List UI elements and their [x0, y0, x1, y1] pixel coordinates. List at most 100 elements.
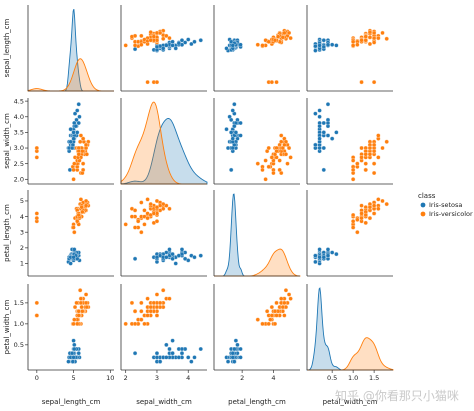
point-iris-versicolor [139, 300, 144, 306]
point-iris-setosa [198, 346, 203, 352]
point-iris-versicolor [285, 161, 290, 166]
point-iris-setosa [186, 37, 191, 42]
point-iris-versicolor [274, 300, 279, 306]
point-iris-versicolor [83, 203, 89, 208]
point-iris-setosa [317, 108, 322, 113]
point-iris-setosa [225, 359, 231, 364]
point-iris-versicolor [136, 219, 141, 224]
point-iris-versicolor [363, 38, 368, 43]
point-iris-versicolor [145, 313, 150, 318]
y-tick-label: 0.5 [14, 341, 24, 349]
point-iris-setosa [154, 44, 160, 50]
panel-petal_width_cm-vs-petal_length_cm: 2 4 petal_length_cm [213, 284, 300, 406]
point-iris-versicolor [355, 230, 360, 235]
point-iris-versicolor [363, 34, 368, 39]
point-iris-versicolor [255, 317, 260, 322]
point-iris-versicolor [268, 317, 273, 322]
y-axis-label-sepal_length_cm: sepal_length_cm [3, 19, 11, 78]
point-iris-versicolor [371, 30, 377, 36]
point-iris-setosa [132, 46, 138, 52]
point-iris-setosa [238, 42, 243, 47]
point-iris-versicolor [359, 38, 364, 43]
point-iris-versicolor [274, 149, 279, 154]
point-iris-setosa [73, 124, 78, 129]
point-iris-setosa [238, 133, 243, 138]
point-iris-setosa [229, 130, 234, 135]
y-axis-label-petal_length_cm: petal_length_cm [3, 204, 11, 262]
panel-petal_width_cm-vs-sepal_width_cm: 2 3 4 sepal_width_cm [120, 284, 207, 406]
point-iris-setosa [69, 351, 75, 356]
point-iris-setosa [325, 120, 331, 126]
point-iris-setosa [77, 114, 82, 119]
point-iris-versicolor [269, 80, 275, 85]
point-iris-versicolor [142, 222, 147, 227]
point-iris-versicolor [151, 300, 156, 306]
point-iris-versicolor [80, 209, 85, 215]
point-iris-versicolor [363, 152, 368, 157]
point-iris-versicolor [167, 206, 172, 211]
point-iris-versicolor [367, 30, 373, 35]
point-iris-setosa [230, 136, 235, 141]
point-iris-versicolor [154, 219, 160, 224]
point-iris-setosa [179, 346, 185, 352]
y-tick-label: 2 [20, 244, 24, 252]
point-iris-versicolor [280, 145, 285, 151]
watermark-text: 知乎 @你看那只小猫咪 [335, 389, 459, 403]
point-iris-setosa [229, 117, 234, 123]
point-iris-setosa [68, 139, 73, 144]
point-iris-versicolor [154, 292, 160, 297]
y-tick-label: 4 [20, 213, 24, 221]
point-iris-versicolor [84, 304, 89, 310]
point-iris-setosa [321, 120, 326, 126]
point-iris-setosa [230, 43, 235, 48]
point-iris-versicolor [34, 300, 39, 306]
point-iris-versicolor [79, 205, 84, 210]
point-iris-setosa [198, 253, 203, 258]
point-iris-versicolor [280, 35, 285, 40]
point-iris-versicolor [34, 155, 39, 160]
x-tick-label: 0 [35, 374, 39, 382]
point-iris-setosa [317, 247, 322, 252]
point-iris-versicolor [145, 197, 150, 202]
point-iris-versicolor [142, 208, 147, 213]
point-iris-versicolor [167, 296, 172, 301]
point-iris-versicolor [76, 313, 81, 318]
point-iris-versicolor [78, 288, 83, 293]
point-iris-setosa [167, 346, 172, 352]
x-tick-label: 2 [240, 374, 244, 382]
point-iris-versicolor [132, 225, 138, 230]
point-iris-versicolor [355, 42, 360, 47]
point-iris-versicolor [34, 145, 39, 151]
point-iris-versicolor [277, 158, 282, 163]
point-iris-versicolor [71, 177, 76, 182]
point-iris-setosa [189, 359, 194, 364]
point-iris-versicolor [83, 198, 89, 204]
point-iris-versicolor [359, 203, 364, 208]
point-iris-versicolor [263, 177, 268, 182]
point-iris-versicolor [350, 158, 356, 163]
point-iris-setosa [325, 102, 331, 107]
point-iris-setosa [233, 338, 239, 343]
point-iris-versicolor [76, 152, 81, 157]
point-iris-versicolor [265, 309, 270, 314]
point-iris-setosa [75, 130, 80, 135]
point-iris-setosa [238, 355, 243, 360]
point-iris-setosa [317, 114, 322, 119]
point-iris-versicolor [71, 321, 76, 327]
point-iris-setosa [154, 255, 160, 260]
point-iris-versicolor [288, 35, 293, 41]
point-iris-setosa [230, 108, 235, 113]
point-iris-setosa [170, 251, 175, 257]
point-iris-setosa [313, 44, 318, 49]
point-iris-versicolor [123, 321, 128, 327]
point-iris-versicolor [139, 309, 144, 314]
x-tick-label: 1.0 [348, 374, 358, 382]
point-iris-versicolor [78, 133, 84, 138]
point-iris-setosa [154, 351, 160, 356]
panel-petal_length_cm-vs-sepal_width_cm [120, 190, 207, 277]
point-iris-setosa [229, 167, 234, 173]
point-iris-versicolor [363, 220, 368, 225]
point-iris-versicolor [123, 222, 128, 227]
point-iris-setosa [233, 130, 239, 135]
point-iris-versicolor [367, 145, 373, 151]
